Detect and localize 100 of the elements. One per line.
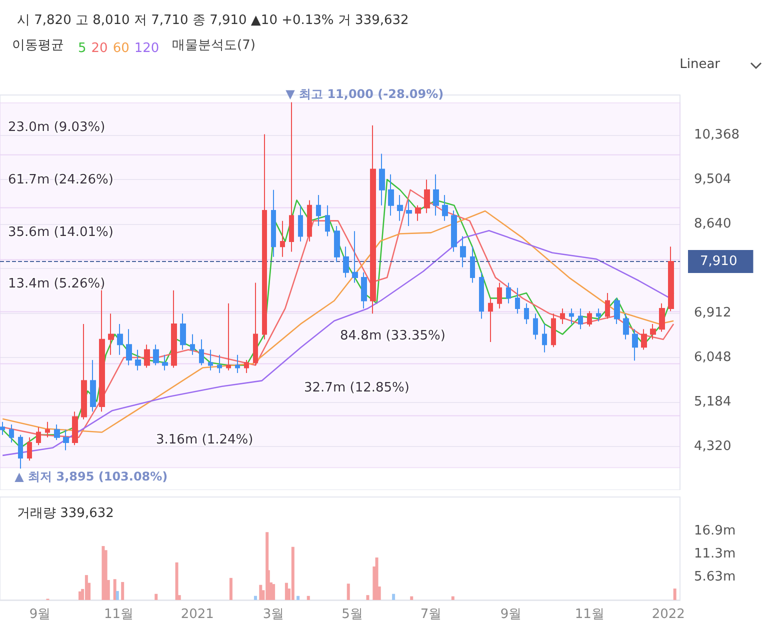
text: Linear — [680, 57, 721, 72]
candlestick — [515, 287, 520, 314]
candlestick — [153, 344, 159, 366]
candlestick — [199, 338, 204, 366]
bar — [366, 595, 370, 600]
bar — [154, 594, 158, 600]
bar — [451, 596, 454, 600]
x-tick-label: 5월 — [342, 607, 363, 622]
text: 20 — [91, 41, 108, 56]
candlestick — [533, 313, 538, 340]
candlestick — [343, 246, 349, 278]
band-label: 61.7m (24.26%) — [8, 172, 114, 188]
bar — [306, 596, 310, 600]
candlestick — [180, 313, 186, 350]
candlestick — [352, 230, 358, 284]
candlestick — [144, 344, 150, 368]
candlestick — [614, 298, 620, 324]
candlestick — [126, 328, 132, 366]
bar — [175, 562, 178, 600]
x-tick-label: 7월 — [420, 607, 442, 622]
candlestick — [81, 323, 87, 420]
candlestick — [460, 236, 466, 268]
candlestick — [90, 360, 96, 412]
candlestick — [72, 411, 78, 446]
candlestick — [524, 302, 529, 324]
candlestick — [162, 354, 168, 371]
text: 5 — [78, 41, 86, 56]
text: 60 — [112, 41, 130, 56]
candlestick — [488, 298, 493, 343]
bar — [346, 584, 350, 600]
candlestick — [388, 174, 394, 216]
bar — [102, 546, 105, 600]
candlestick — [0, 421, 5, 436]
candlestick — [217, 354, 222, 374]
annotation: ▼ 최고 11,000 (-28.09%) — [286, 87, 444, 102]
candlestick — [63, 429, 69, 451]
candlestick — [560, 308, 565, 324]
candlestick — [605, 292, 610, 320]
band-label: 13.4m (5.26%) — [8, 276, 106, 292]
candlestick — [325, 204, 330, 237]
bar — [410, 596, 414, 600]
candlestick — [596, 308, 601, 322]
y-tick-label: 6,048 — [694, 350, 732, 366]
annotation: ▲ 최저 3,895 (103.08%) — [14, 470, 168, 484]
candlestick — [135, 349, 141, 371]
candlestick — [190, 334, 195, 356]
candlestick — [117, 323, 123, 356]
candlestick — [18, 434, 23, 470]
candlestick — [668, 246, 674, 312]
candlestick — [479, 272, 484, 320]
band-label: 35.6m (14.01%) — [8, 224, 114, 240]
band-label: 23.0m (9.03%) — [8, 120, 106, 135]
candlestick — [307, 200, 312, 242]
candlestick — [569, 308, 574, 324]
band-label: 32.7m (12.85%) — [304, 380, 410, 396]
legend-title: 이동평균 — [12, 38, 64, 53]
bar — [291, 546, 294, 600]
candlestick — [289, 102, 294, 252]
candlestick — [497, 282, 502, 309]
x-tick-label: 3월 — [262, 607, 284, 622]
candlestick — [632, 328, 638, 362]
text: 매물분석도(7) — [172, 38, 256, 53]
bar — [673, 588, 676, 600]
candlestick — [623, 313, 629, 340]
candlestick — [171, 290, 177, 368]
candlestick — [641, 328, 647, 350]
bar — [104, 550, 108, 600]
y-tick-label: 16.9m — [694, 523, 736, 538]
candlestick — [587, 310, 592, 328]
candlestick — [226, 302, 231, 371]
candlestick — [578, 308, 583, 330]
candlestick — [54, 424, 60, 440]
band-label: 3.16m (1.24%) — [156, 432, 254, 448]
candlestick — [379, 153, 385, 206]
candlestick — [506, 282, 511, 304]
x-tick-label: 9월 — [29, 607, 51, 622]
bar — [113, 579, 116, 600]
candlestick — [298, 204, 303, 242]
candlestick — [280, 220, 285, 258]
candlestick — [659, 302, 665, 332]
candlestick — [415, 204, 421, 222]
candlestick — [551, 313, 556, 348]
candlestick — [253, 282, 258, 366]
y-tick-label: 6,912 — [694, 306, 732, 321]
candlestick — [361, 272, 367, 309]
candlestick — [470, 246, 475, 284]
candlestick — [27, 436, 32, 462]
candlestick — [208, 349, 213, 371]
y-tick-label: 4,320 — [694, 439, 732, 454]
x-tick-label: 2021 — [180, 607, 214, 622]
x-tick-label: 2022 — [652, 607, 685, 622]
bar — [229, 578, 232, 600]
bar — [272, 584, 276, 600]
candlestick — [45, 421, 50, 438]
candlestick — [271, 189, 276, 258]
text: 120 — [134, 41, 160, 56]
candlestick — [244, 360, 249, 374]
candlestick — [36, 426, 41, 446]
x-tick-label: 9월 — [500, 607, 522, 622]
y-tick-label: 5.63m — [694, 569, 736, 584]
